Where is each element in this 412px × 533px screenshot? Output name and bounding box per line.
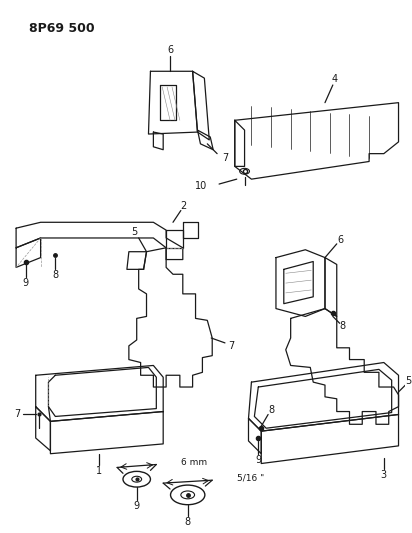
Text: 8: 8 xyxy=(185,518,191,527)
Text: 5: 5 xyxy=(405,376,412,386)
Text: 6: 6 xyxy=(167,45,173,55)
Text: 9: 9 xyxy=(133,500,140,511)
Text: 7: 7 xyxy=(14,409,20,419)
Text: 9: 9 xyxy=(23,278,29,288)
Text: 3: 3 xyxy=(381,470,387,480)
Text: 2: 2 xyxy=(180,200,187,211)
Text: 5/16 ": 5/16 " xyxy=(237,474,264,483)
Text: 6 mm: 6 mm xyxy=(181,458,207,467)
Text: 9: 9 xyxy=(255,455,261,465)
Text: 5: 5 xyxy=(131,227,138,237)
Text: 6: 6 xyxy=(337,235,344,245)
Text: 7: 7 xyxy=(228,341,234,351)
Text: 8: 8 xyxy=(339,321,346,331)
Text: 8: 8 xyxy=(268,405,274,415)
Text: 7: 7 xyxy=(222,152,228,163)
Text: 4: 4 xyxy=(332,74,338,84)
Text: 10: 10 xyxy=(195,181,207,191)
Text: 8P69 500: 8P69 500 xyxy=(29,22,94,35)
Text: 1: 1 xyxy=(96,466,103,477)
Text: 8: 8 xyxy=(52,270,59,280)
